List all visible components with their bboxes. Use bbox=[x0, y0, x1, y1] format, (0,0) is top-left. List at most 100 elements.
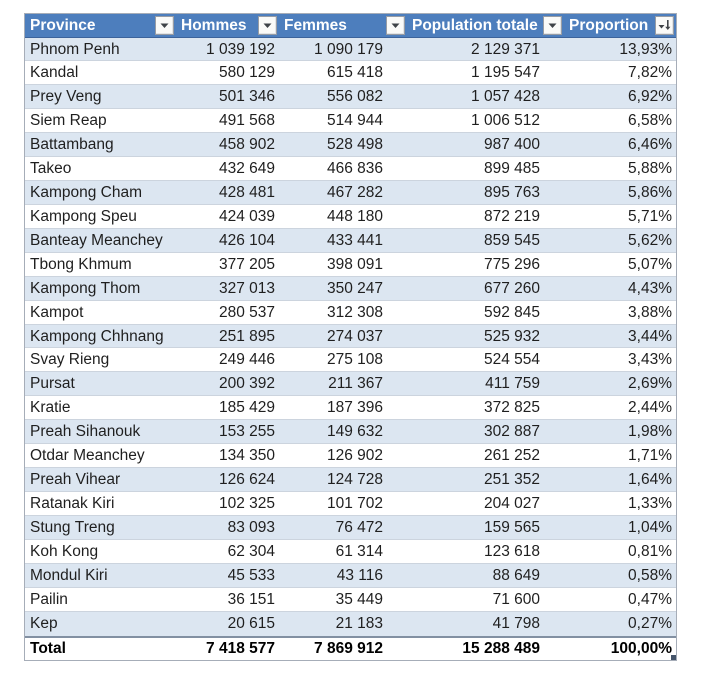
cell-population[interactable]: 123 618 bbox=[483, 542, 540, 560]
cell-femmes[interactable]: 21 183 bbox=[335, 614, 383, 632]
cell-femmes[interactable]: 76 472 bbox=[335, 518, 383, 536]
filter-button-province[interactable] bbox=[155, 16, 174, 35]
cell-population[interactable]: 895 763 bbox=[483, 184, 540, 202]
cell-femmes[interactable]: 274 037 bbox=[326, 327, 383, 345]
total-cell-femmes[interactable]: 7 869 912 bbox=[314, 639, 383, 657]
cell-population[interactable]: 372 825 bbox=[483, 399, 540, 417]
cell-population[interactable]: 41 798 bbox=[492, 614, 540, 632]
filter-button-hommes[interactable] bbox=[258, 16, 277, 35]
cell-hommes[interactable]: 185 429 bbox=[218, 399, 275, 417]
cell-femmes[interactable]: 448 180 bbox=[326, 207, 383, 225]
cell-proportion[interactable]: 6,92% bbox=[628, 88, 672, 106]
cell-proportion[interactable]: 0,27% bbox=[628, 614, 672, 632]
cell-hommes[interactable]: 153 255 bbox=[218, 423, 275, 441]
cell-femmes[interactable]: 124 728 bbox=[326, 471, 383, 489]
cell-province[interactable]: Ratanak Kiri bbox=[30, 495, 115, 513]
cell-province[interactable]: Pursat bbox=[30, 375, 75, 393]
cell-province[interactable]: Kampong Cham bbox=[30, 184, 143, 202]
cell-hommes[interactable]: 428 481 bbox=[218, 184, 275, 202]
cell-province[interactable]: Preah Sihanouk bbox=[30, 423, 141, 441]
cell-femmes[interactable]: 61 314 bbox=[335, 542, 383, 560]
cell-population[interactable]: 2 129 371 bbox=[471, 40, 540, 58]
cell-province[interactable]: Prey Veng bbox=[30, 88, 102, 106]
cell-population[interactable]: 159 565 bbox=[483, 518, 540, 536]
cell-femmes[interactable]: 1 090 179 bbox=[314, 40, 383, 58]
cell-province[interactable]: Svay Rieng bbox=[30, 351, 110, 369]
cell-province[interactable]: Preah Vihear bbox=[30, 471, 121, 489]
total-cell-hommes[interactable]: 7 418 577 bbox=[206, 639, 275, 657]
cell-population[interactable]: 204 027 bbox=[483, 495, 540, 513]
cell-hommes[interactable]: 580 129 bbox=[218, 64, 275, 82]
cell-proportion[interactable]: 5,71% bbox=[628, 207, 672, 225]
cell-province[interactable]: Kampong Speu bbox=[30, 207, 137, 225]
cell-proportion[interactable]: 3,88% bbox=[628, 303, 672, 321]
cell-hommes[interactable]: 491 568 bbox=[218, 112, 275, 130]
cell-hommes[interactable]: 424 039 bbox=[218, 207, 275, 225]
cell-proportion[interactable]: 2,44% bbox=[628, 399, 672, 417]
cell-proportion[interactable]: 1,33% bbox=[628, 495, 672, 513]
cell-population[interactable]: 775 296 bbox=[483, 255, 540, 273]
cell-population[interactable]: 1 195 547 bbox=[471, 64, 540, 82]
cell-proportion[interactable]: 0,58% bbox=[628, 566, 672, 584]
cell-femmes[interactable]: 275 108 bbox=[326, 351, 383, 369]
cell-proportion[interactable]: 2,69% bbox=[628, 375, 672, 393]
cell-proportion[interactable]: 1,71% bbox=[628, 447, 672, 465]
cell-hommes[interactable]: 83 093 bbox=[227, 518, 275, 536]
total-cell-province[interactable]: Total bbox=[30, 639, 66, 657]
filter-button-femmes[interactable] bbox=[386, 16, 405, 35]
cell-hommes[interactable]: 458 902 bbox=[218, 136, 275, 154]
cell-province[interactable]: Takeo bbox=[30, 160, 72, 178]
cell-proportion[interactable]: 5,88% bbox=[628, 160, 672, 178]
cell-hommes[interactable]: 426 104 bbox=[218, 231, 275, 249]
cell-hommes[interactable]: 62 304 bbox=[227, 542, 275, 560]
cell-population[interactable]: 1 057 428 bbox=[471, 88, 540, 106]
cell-proportion[interactable]: 5,07% bbox=[628, 255, 672, 273]
table-resize-handle[interactable] bbox=[671, 654, 676, 660]
cell-population[interactable]: 987 400 bbox=[483, 136, 540, 154]
cell-province[interactable]: Mondul Kiri bbox=[30, 566, 108, 584]
cell-population[interactable]: 1 006 512 bbox=[471, 112, 540, 130]
cell-femmes[interactable]: 312 308 bbox=[326, 303, 383, 321]
cell-proportion[interactable]: 1,64% bbox=[628, 471, 672, 489]
cell-femmes[interactable]: 556 082 bbox=[326, 88, 383, 106]
cell-province[interactable]: Kampot bbox=[30, 303, 84, 321]
cell-population[interactable]: 302 887 bbox=[483, 423, 540, 441]
filter-button-population[interactable] bbox=[543, 16, 562, 35]
cell-population[interactable]: 872 219 bbox=[483, 207, 540, 225]
cell-hommes[interactable]: 36 151 bbox=[227, 590, 275, 608]
cell-population[interactable]: 859 545 bbox=[483, 231, 540, 249]
cell-province[interactable]: Banteay Meanchey bbox=[30, 231, 163, 249]
total-cell-population[interactable]: 15 288 489 bbox=[462, 639, 540, 657]
cell-province[interactable]: Siem Reap bbox=[30, 112, 107, 130]
cell-population[interactable]: 251 352 bbox=[483, 471, 540, 489]
column-header-hommes[interactable]: Hommes bbox=[176, 14, 279, 37]
cell-province[interactable]: Kandal bbox=[30, 64, 79, 82]
cell-population[interactable]: 71 600 bbox=[492, 590, 540, 608]
cell-femmes[interactable]: 149 632 bbox=[326, 423, 383, 441]
cell-proportion[interactable]: 0,47% bbox=[628, 590, 672, 608]
cell-population[interactable]: 261 252 bbox=[483, 447, 540, 465]
cell-femmes[interactable]: 187 396 bbox=[326, 399, 383, 417]
cell-femmes[interactable]: 350 247 bbox=[326, 279, 383, 297]
cell-hommes[interactable]: 280 537 bbox=[218, 303, 275, 321]
cell-hommes[interactable]: 251 895 bbox=[218, 327, 275, 345]
cell-femmes[interactable]: 433 441 bbox=[326, 231, 383, 249]
cell-hommes[interactable]: 327 013 bbox=[218, 279, 275, 297]
cell-province[interactable]: Kratie bbox=[30, 399, 71, 417]
cell-population[interactable]: 677 260 bbox=[483, 279, 540, 297]
cell-femmes[interactable]: 514 944 bbox=[326, 112, 383, 130]
column-header-province[interactable]: Province bbox=[25, 14, 176, 37]
cell-proportion[interactable]: 5,62% bbox=[628, 231, 672, 249]
cell-hommes[interactable]: 134 350 bbox=[218, 447, 275, 465]
cell-femmes[interactable]: 101 702 bbox=[326, 495, 383, 513]
cell-proportion[interactable]: 6,46% bbox=[628, 136, 672, 154]
cell-hommes[interactable]: 45 533 bbox=[227, 566, 275, 584]
cell-femmes[interactable]: 35 449 bbox=[335, 590, 383, 608]
cell-proportion[interactable]: 1,98% bbox=[628, 423, 672, 441]
cell-femmes[interactable]: 615 418 bbox=[326, 64, 383, 82]
cell-hommes[interactable]: 1 039 192 bbox=[206, 40, 275, 58]
column-header-femmes[interactable]: Femmes bbox=[279, 14, 407, 37]
cell-province[interactable]: Phnom Penh bbox=[30, 40, 120, 58]
cell-femmes[interactable]: 398 091 bbox=[326, 255, 383, 273]
cell-province[interactable]: Battambang bbox=[30, 136, 114, 154]
